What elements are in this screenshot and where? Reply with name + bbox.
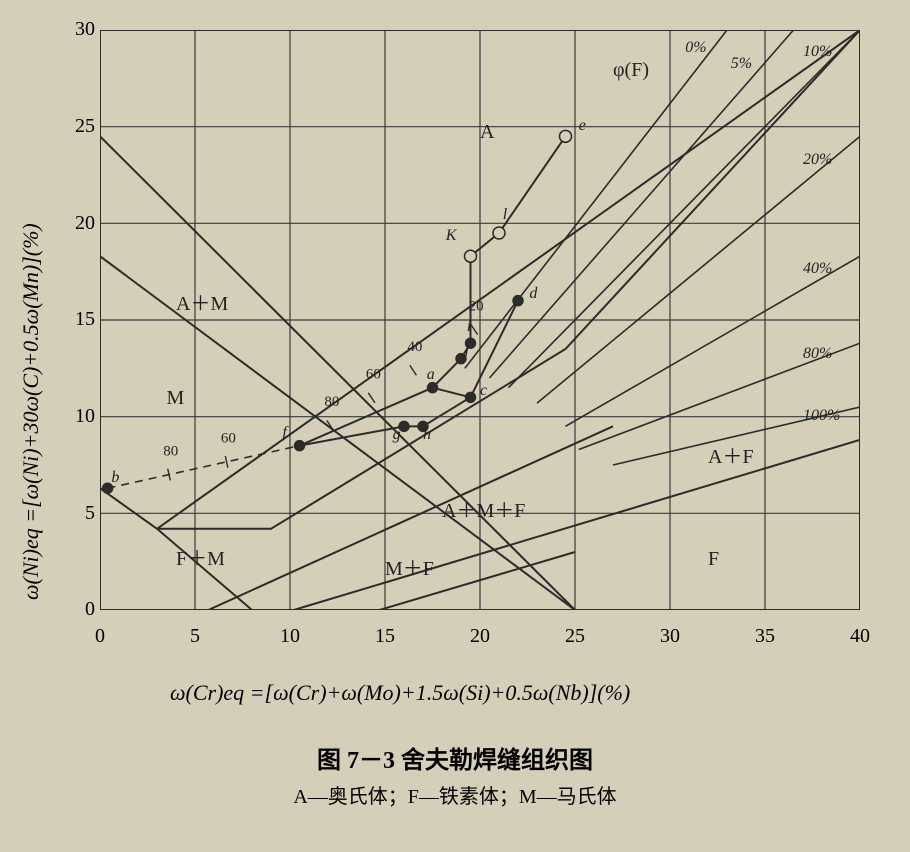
- chart-label: M: [167, 387, 185, 410]
- chart-label: d: [529, 285, 537, 303]
- svg-text:60: 60: [366, 366, 381, 382]
- svg-text:20: 20: [469, 298, 484, 314]
- chart-label: 0%: [685, 39, 706, 57]
- ytick-5: 5: [60, 502, 95, 525]
- chart-label: F: [708, 548, 719, 571]
- chart-label: φ(F): [613, 59, 649, 82]
- svg-text:60: 60: [221, 430, 236, 446]
- xtick-15: 15: [365, 625, 405, 648]
- chart-label: 10%: [803, 43, 832, 61]
- chart-label: A＋M: [176, 287, 228, 316]
- chart-label: i: [467, 318, 471, 336]
- chart-label: K: [446, 227, 457, 245]
- xtick-10: 10: [270, 625, 310, 648]
- xtick-20: 20: [460, 625, 500, 648]
- chart-label: 100%: [803, 407, 840, 425]
- schaeffler-diagram: 80 60 40 20 80 60: [100, 30, 860, 610]
- y-axis-label: ω(Ni)eq =[ω(Ni)+30ω(C)+0.5ω(Mn)](%): [18, 223, 44, 600]
- chart-label: A＋F: [708, 440, 754, 469]
- chart-label: b: [111, 469, 119, 487]
- chart-label: a: [427, 366, 435, 384]
- chart-label: c: [480, 382, 487, 400]
- xtick-25: 25: [555, 625, 595, 648]
- ytick-10: 10: [60, 405, 95, 428]
- chart-label: 40%: [803, 260, 832, 278]
- chart-label: l: [503, 206, 507, 224]
- chart-label: M＋F: [385, 552, 434, 581]
- xtick-0: 0: [80, 625, 120, 648]
- ytick-15: 15: [60, 308, 95, 331]
- x-axis-label: ω(Cr)eq =[ω(Cr)+ω(Mo)+1.5ω(Si)+0.5ω(Nb)]…: [170, 680, 630, 706]
- chart-label: 80%: [803, 345, 832, 363]
- chart-label: 20%: [803, 151, 832, 169]
- xtick-30: 30: [650, 625, 690, 648]
- xtick-40: 40: [840, 625, 880, 648]
- chart-label: g: [393, 426, 401, 444]
- ytick-20: 20: [60, 212, 95, 235]
- chart-label: j: [465, 341, 469, 359]
- xtick-5: 5: [175, 625, 215, 648]
- chart-label: f: [282, 424, 286, 442]
- chart-label: A: [480, 121, 494, 144]
- svg-text:80: 80: [324, 394, 339, 410]
- chart-label: h: [423, 426, 431, 444]
- chart-label: e: [579, 117, 586, 135]
- chart-label: F＋M: [176, 542, 225, 571]
- xtick-35: 35: [745, 625, 785, 648]
- ytick-0: 0: [60, 598, 95, 621]
- ytick-25: 25: [60, 115, 95, 138]
- svg-text:80: 80: [163, 443, 178, 459]
- chart-label: A＋M＋F: [442, 494, 525, 523]
- figure-caption: 图 7－3 舍夫勒焊缝组织图: [0, 740, 910, 775]
- ytick-30: 30: [60, 18, 95, 41]
- chart-label: 5%: [731, 55, 752, 73]
- figure-legend: A—奥氏体；F—铁素体；M—马氏体: [0, 780, 910, 809]
- svg-text:40: 40: [407, 339, 422, 355]
